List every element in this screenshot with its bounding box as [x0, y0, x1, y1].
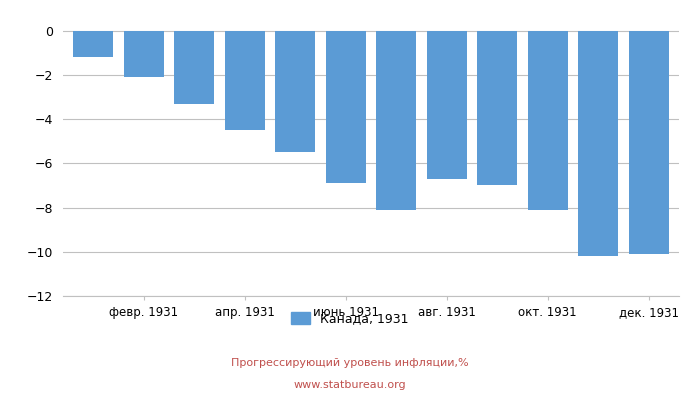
Text: Прогрессирующий уровень инфляции,%: Прогрессирующий уровень инфляции,%: [231, 358, 469, 368]
Bar: [225, 31, 265, 130]
Bar: [376, 31, 416, 210]
Bar: [174, 31, 214, 104]
Bar: [477, 31, 517, 186]
Bar: [124, 31, 164, 77]
Bar: [528, 31, 568, 210]
Bar: [629, 31, 669, 254]
Bar: [73, 31, 113, 57]
Bar: [426, 31, 467, 179]
Bar: [578, 31, 618, 256]
Bar: [326, 31, 366, 183]
Bar: [275, 31, 316, 152]
Text: www.statbureau.org: www.statbureau.org: [294, 380, 406, 390]
Legend: Канада, 1931: Канада, 1931: [291, 312, 409, 325]
